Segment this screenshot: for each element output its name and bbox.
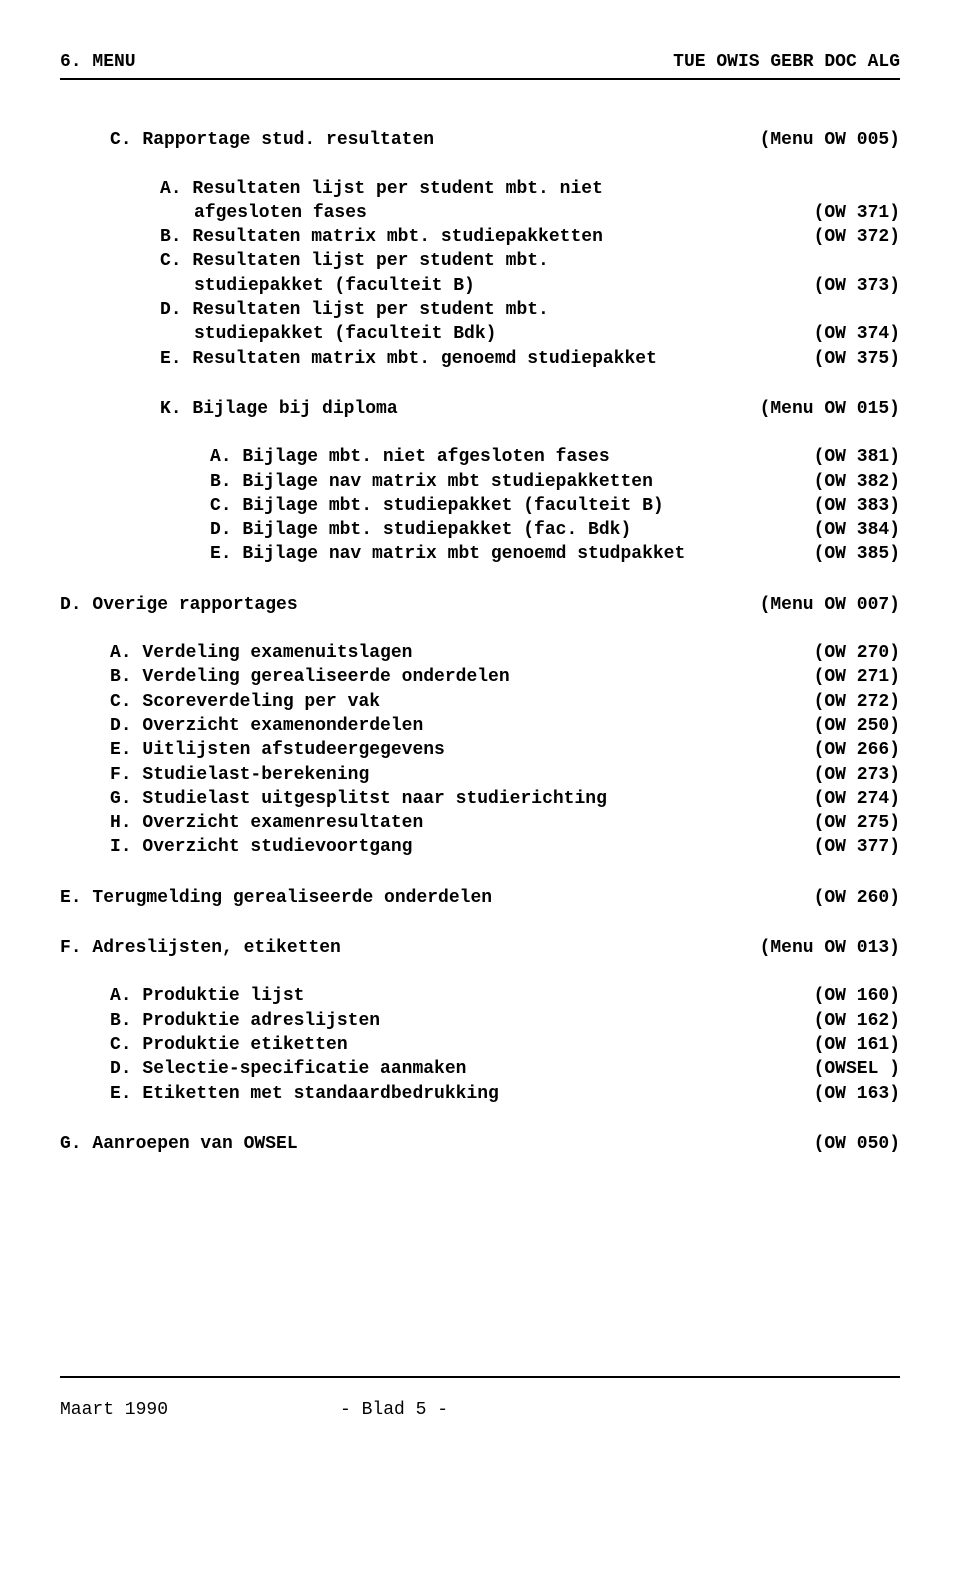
f-e-code: (OW 163) (740, 1082, 900, 1106)
section-k-label: K. Bijlage bij diploma (160, 397, 398, 421)
section-k: K. Bijlage bij diploma (Menu OW 015) A. … (60, 397, 900, 567)
d-a: A. Verdeling examenuitslagen (110, 641, 412, 665)
section-d-label: D. Overige rapportages (60, 593, 298, 617)
d-e-code: (OW 266) (740, 738, 900, 762)
section-k-code: (Menu OW 015) (740, 397, 900, 421)
f-a-code: (OW 160) (740, 984, 900, 1008)
c-a-l1: A. Resultaten lijst per student mbt. nie… (160, 177, 603, 201)
k-d-code: (OW 384) (740, 518, 900, 542)
c-d-l2: studiepakket (faculteit Bdk) (160, 322, 496, 346)
section-d: D. Overige rapportages (Menu OW 007) A. … (60, 593, 900, 860)
d-c: C. Scoreverdeling per vak (110, 690, 380, 714)
f-c-code: (OW 161) (740, 1033, 900, 1057)
section-e-code: (OW 260) (740, 886, 900, 910)
section-d-items: A. Verdeling examenuitslagen (OW 270) B. … (60, 641, 900, 860)
section-c-code: (Menu OW 005) (740, 128, 900, 152)
f-d: D. Selectie-specificatie aanmaken (110, 1057, 466, 1081)
c-c-l1: C. Resultaten lijst per student mbt. (160, 249, 549, 273)
section-c: C. Rapportage stud. resultaten (Menu OW … (60, 128, 900, 371)
c-c-l2: studiepakket (faculteit B) (160, 274, 475, 298)
d-g-code: (OW 274) (740, 787, 900, 811)
k-a-code: (OW 381) (740, 445, 900, 469)
c-a-code: (OW 371) (740, 201, 900, 225)
d-h: H. Overzicht examenresultaten (110, 811, 423, 835)
k-b-code: (OW 382) (740, 470, 900, 494)
d-c-code: (OW 272) (740, 690, 900, 714)
section-e-label: E. Terugmelding gerealiseerde onderdelen (60, 886, 492, 910)
d-i: I. Overzicht studievoortgang (110, 835, 412, 859)
section-f-items: A. Produktie lijst (OW 160) B. Produktie … (60, 984, 900, 1105)
d-a-code: (OW 270) (740, 641, 900, 665)
header-left: 6. MENU (60, 50, 136, 74)
header-right: TUE OWIS GEBR DOC ALG (673, 50, 900, 74)
header-rule (60, 78, 900, 80)
section-g-code: (OW 050) (740, 1132, 900, 1156)
c-d-code: (OW 374) (740, 322, 900, 346)
section-d-code: (Menu OW 007) (740, 593, 900, 617)
page-header: 6. MENU TUE OWIS GEBR DOC ALG (60, 50, 900, 74)
c-e-l1: E. Resultaten matrix mbt. genoemd studie… (160, 347, 657, 371)
d-g: G. Studielast uitgesplitst naar studieri… (110, 787, 607, 811)
d-d: D. Overzicht examenonderdelen (110, 714, 423, 738)
c-d-l1: D. Resultaten lijst per student mbt. (160, 298, 549, 322)
footer-left: Maart 1990 (60, 1398, 340, 1422)
c-b-l1: B. Resultaten matrix mbt. studiepakkette… (160, 225, 603, 249)
f-e: E. Etiketten met standaardbedrukking (110, 1082, 499, 1106)
section-f-label: F. Adreslijsten, etiketten (60, 936, 341, 960)
k-c-code: (OW 383) (740, 494, 900, 518)
f-d-code: (OWSEL ) (740, 1057, 900, 1081)
d-b-code: (OW 271) (740, 665, 900, 689)
d-f-code: (OW 273) (740, 763, 900, 787)
c-e-code: (OW 375) (740, 347, 900, 371)
section-g-label: G. Aanroepen van OWSEL (60, 1132, 298, 1156)
section-f-code: (Menu OW 013) (740, 936, 900, 960)
d-d-code: (OW 250) (740, 714, 900, 738)
f-b-code: (OW 162) (740, 1009, 900, 1033)
k-a: A. Bijlage mbt. niet afgesloten fases (210, 445, 610, 469)
k-e: E. Bijlage nav matrix mbt genoemd studpa… (210, 542, 685, 566)
c-b-code: (OW 372) (740, 225, 900, 249)
d-f: F. Studielast-berekening (110, 763, 369, 787)
k-b: B. Bijlage nav matrix mbt studiepakkette… (210, 470, 653, 494)
c-c-code: (OW 373) (740, 274, 900, 298)
f-b: B. Produktie adreslijsten (110, 1009, 380, 1033)
section-c-items: A. Resultaten lijst per student mbt. nie… (110, 177, 900, 371)
section-g: G. Aanroepen van OWSEL (OW 050) (60, 1132, 900, 1156)
d-h-code: (OW 275) (740, 811, 900, 835)
k-e-code: (OW 385) (740, 542, 900, 566)
k-d: D. Bijlage mbt. studiepakket (fac. Bdk) (210, 518, 631, 542)
c-a-l2: afgesloten fases (160, 201, 367, 225)
k-c: C. Bijlage mbt. studiepakket (faculteit … (210, 494, 664, 518)
d-e: E. Uitlijsten afstudeergegevens (110, 738, 445, 762)
f-a: A. Produktie lijst (110, 984, 304, 1008)
f-c: C. Produktie etiketten (110, 1033, 348, 1057)
section-k-items: A. Bijlage mbt. niet afgesloten fases (OW… (160, 445, 900, 566)
section-f: F. Adreslijsten, etiketten (Menu OW 013)… (60, 936, 900, 1106)
page-footer: Maart 1990 - Blad 5 - (60, 1398, 900, 1422)
footer-rule (60, 1376, 900, 1378)
footer-center: - Blad 5 - (340, 1398, 900, 1422)
d-b: B. Verdeling gerealiseerde onderdelen (110, 665, 510, 689)
d-i-code: (OW 377) (740, 835, 900, 859)
section-e: E. Terugmelding gerealiseerde onderdelen… (60, 886, 900, 910)
section-c-label: C. Rapportage stud. resultaten (110, 128, 434, 152)
